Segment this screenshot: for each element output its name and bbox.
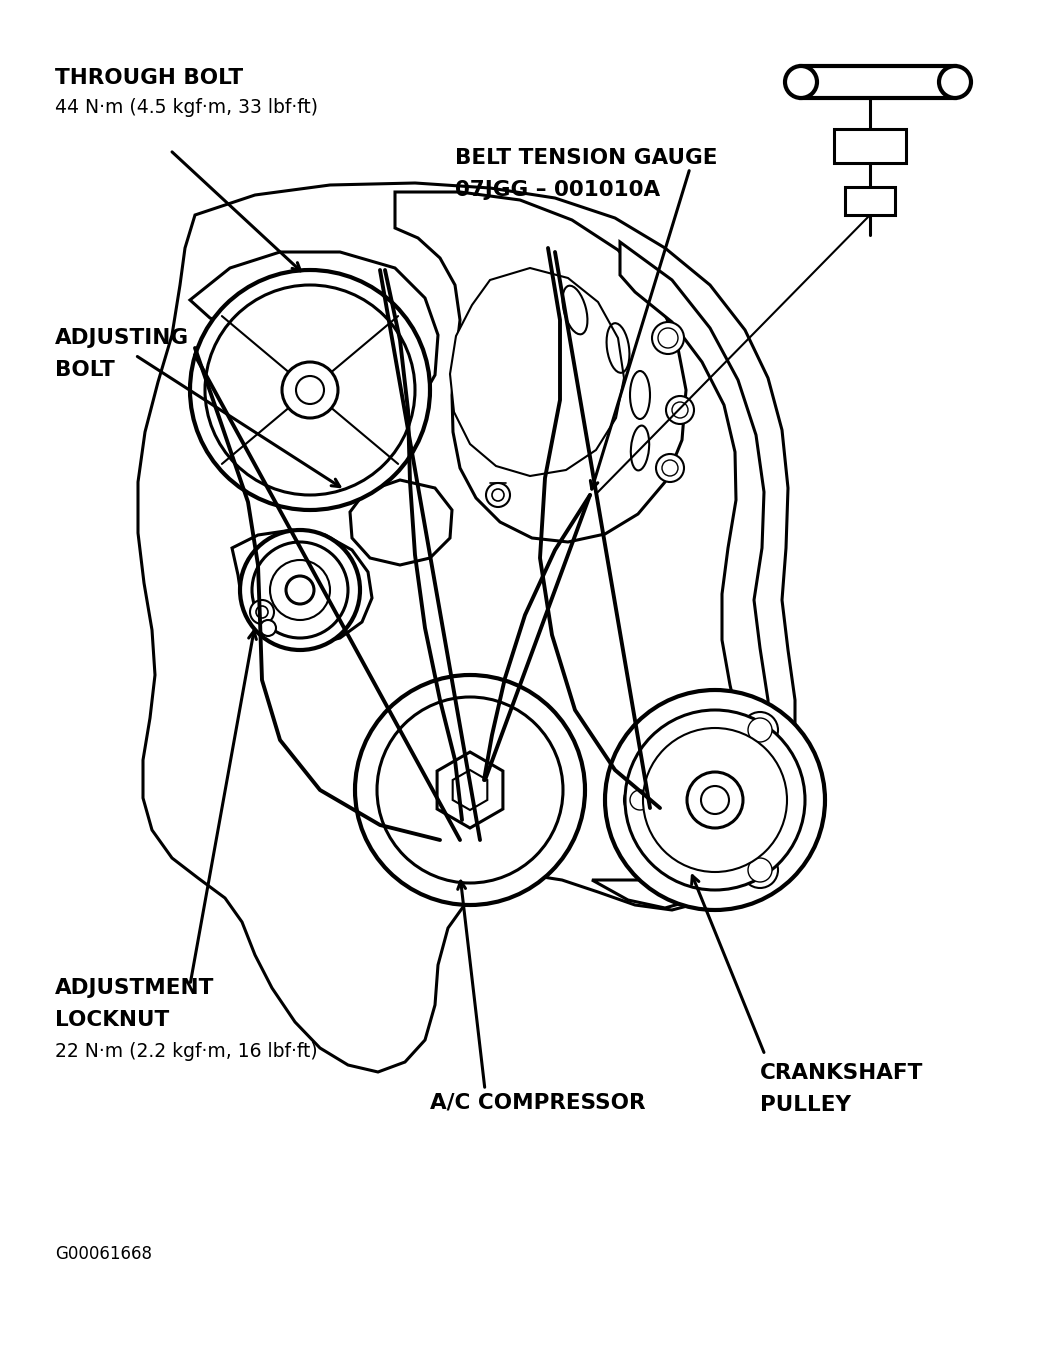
Circle shape: [938, 65, 971, 98]
Circle shape: [486, 483, 510, 507]
Circle shape: [625, 711, 805, 889]
Circle shape: [656, 454, 684, 481]
Circle shape: [666, 396, 694, 424]
Text: LOCKNUT: LOCKNUT: [55, 1009, 169, 1030]
Circle shape: [686, 772, 742, 828]
Polygon shape: [190, 252, 438, 428]
Text: 07JGG – 001010A: 07JGG – 001010A: [455, 180, 661, 201]
Polygon shape: [592, 241, 770, 908]
Circle shape: [630, 790, 650, 810]
Circle shape: [250, 600, 274, 623]
Circle shape: [377, 697, 563, 883]
Text: ADJUSTING: ADJUSTING: [55, 327, 189, 348]
Circle shape: [252, 542, 348, 638]
Text: 22 N·m (2.2 kgf·m, 16 lbf·ft): 22 N·m (2.2 kgf·m, 16 lbf·ft): [55, 1042, 317, 1061]
Text: 44 N·m (4.5 kgf·m, 33 lbf·ft): 44 N·m (4.5 kgf·m, 33 lbf·ft): [55, 98, 318, 117]
Text: CRANKSHAFT: CRANKSHAFT: [760, 1063, 923, 1083]
Circle shape: [624, 784, 656, 816]
Circle shape: [785, 65, 817, 98]
Polygon shape: [801, 65, 955, 98]
Polygon shape: [453, 771, 487, 810]
Polygon shape: [351, 480, 452, 565]
Circle shape: [205, 285, 415, 495]
Polygon shape: [138, 183, 795, 1072]
Circle shape: [658, 327, 678, 348]
Circle shape: [672, 402, 688, 417]
Circle shape: [270, 561, 330, 621]
Circle shape: [643, 728, 787, 872]
Text: PULLEY: PULLEY: [760, 1095, 851, 1114]
Polygon shape: [845, 187, 895, 216]
Polygon shape: [232, 531, 372, 645]
Circle shape: [282, 361, 338, 417]
Circle shape: [701, 786, 729, 814]
Circle shape: [605, 690, 825, 910]
Polygon shape: [450, 267, 624, 476]
Circle shape: [748, 858, 772, 883]
Circle shape: [492, 490, 504, 501]
Circle shape: [256, 606, 268, 618]
Polygon shape: [437, 752, 503, 828]
Circle shape: [652, 322, 684, 355]
Circle shape: [355, 675, 585, 904]
Text: A/C COMPRESSOR: A/C COMPRESSOR: [430, 1093, 645, 1113]
Text: BOLT: BOLT: [55, 360, 115, 381]
Circle shape: [260, 621, 276, 636]
Circle shape: [296, 376, 324, 404]
Circle shape: [662, 460, 678, 476]
Text: BELT TENSION GAUGE: BELT TENSION GAUGE: [455, 149, 718, 168]
Circle shape: [240, 531, 360, 651]
Text: G00061668: G00061668: [55, 1245, 152, 1263]
Circle shape: [286, 576, 314, 604]
Text: THROUGH BOLT: THROUGH BOLT: [55, 68, 243, 89]
Circle shape: [742, 852, 778, 888]
Text: ADJUSTMENT: ADJUSTMENT: [55, 978, 215, 998]
Polygon shape: [395, 192, 686, 542]
Circle shape: [190, 270, 430, 510]
Polygon shape: [834, 130, 906, 164]
Circle shape: [748, 717, 772, 742]
Circle shape: [742, 712, 778, 747]
